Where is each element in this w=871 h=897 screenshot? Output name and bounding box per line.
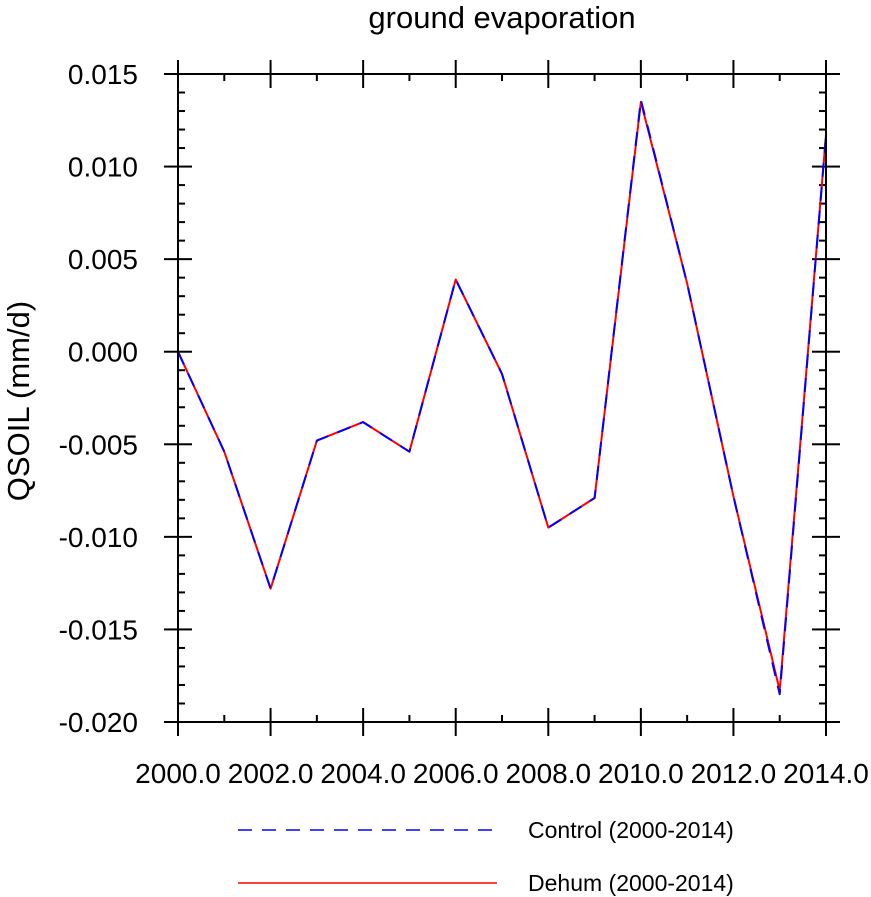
legend-label: Control (2000-2014) — [528, 817, 734, 843]
legend-label: Dehum (2000-2014) — [528, 870, 734, 896]
x-tick-label: 2014.0 — [783, 758, 869, 789]
series-layer — [177, 98, 827, 696]
y-tick-label: -0.005 — [59, 429, 138, 460]
x-tick-label: 2012.0 — [691, 758, 777, 789]
legend: Control (2000-2014) Dehum (2000-2014) — [238, 817, 734, 896]
x-tick-label: 2000.0 — [135, 758, 221, 789]
axis-tick-labels: 2000.0 2002.0 2004.0 2006.0 2008.0 2010.0 2012… — [59, 59, 869, 789]
series-line-control — [177, 98, 827, 696]
x-tick-label: 2008.0 — [505, 758, 591, 789]
plot-frame — [177, 73, 827, 723]
series-line-dehum — [177, 100, 827, 692]
x-tick-label: 2004.0 — [320, 758, 406, 789]
y-tick-label: 0.000 — [68, 337, 138, 368]
y-tick-label: 0.010 — [68, 152, 138, 183]
chart-title: ground evaporation — [368, 0, 635, 35]
y-tick-label: 0.015 — [68, 59, 138, 90]
y-tick-label: -0.015 — [59, 614, 138, 645]
x-tick-label: 2010.0 — [598, 758, 684, 789]
y-tick-label: 0.005 — [68, 244, 138, 275]
axis-ticks — [164, 60, 840, 736]
x-tick-label: 2006.0 — [413, 758, 499, 789]
y-axis-label: QSOIL (mm/d) — [1, 301, 36, 501]
y-tick-label: -0.020 — [59, 707, 138, 738]
y-tick-label: -0.010 — [59, 522, 138, 553]
x-tick-label: 2002.0 — [228, 758, 314, 789]
